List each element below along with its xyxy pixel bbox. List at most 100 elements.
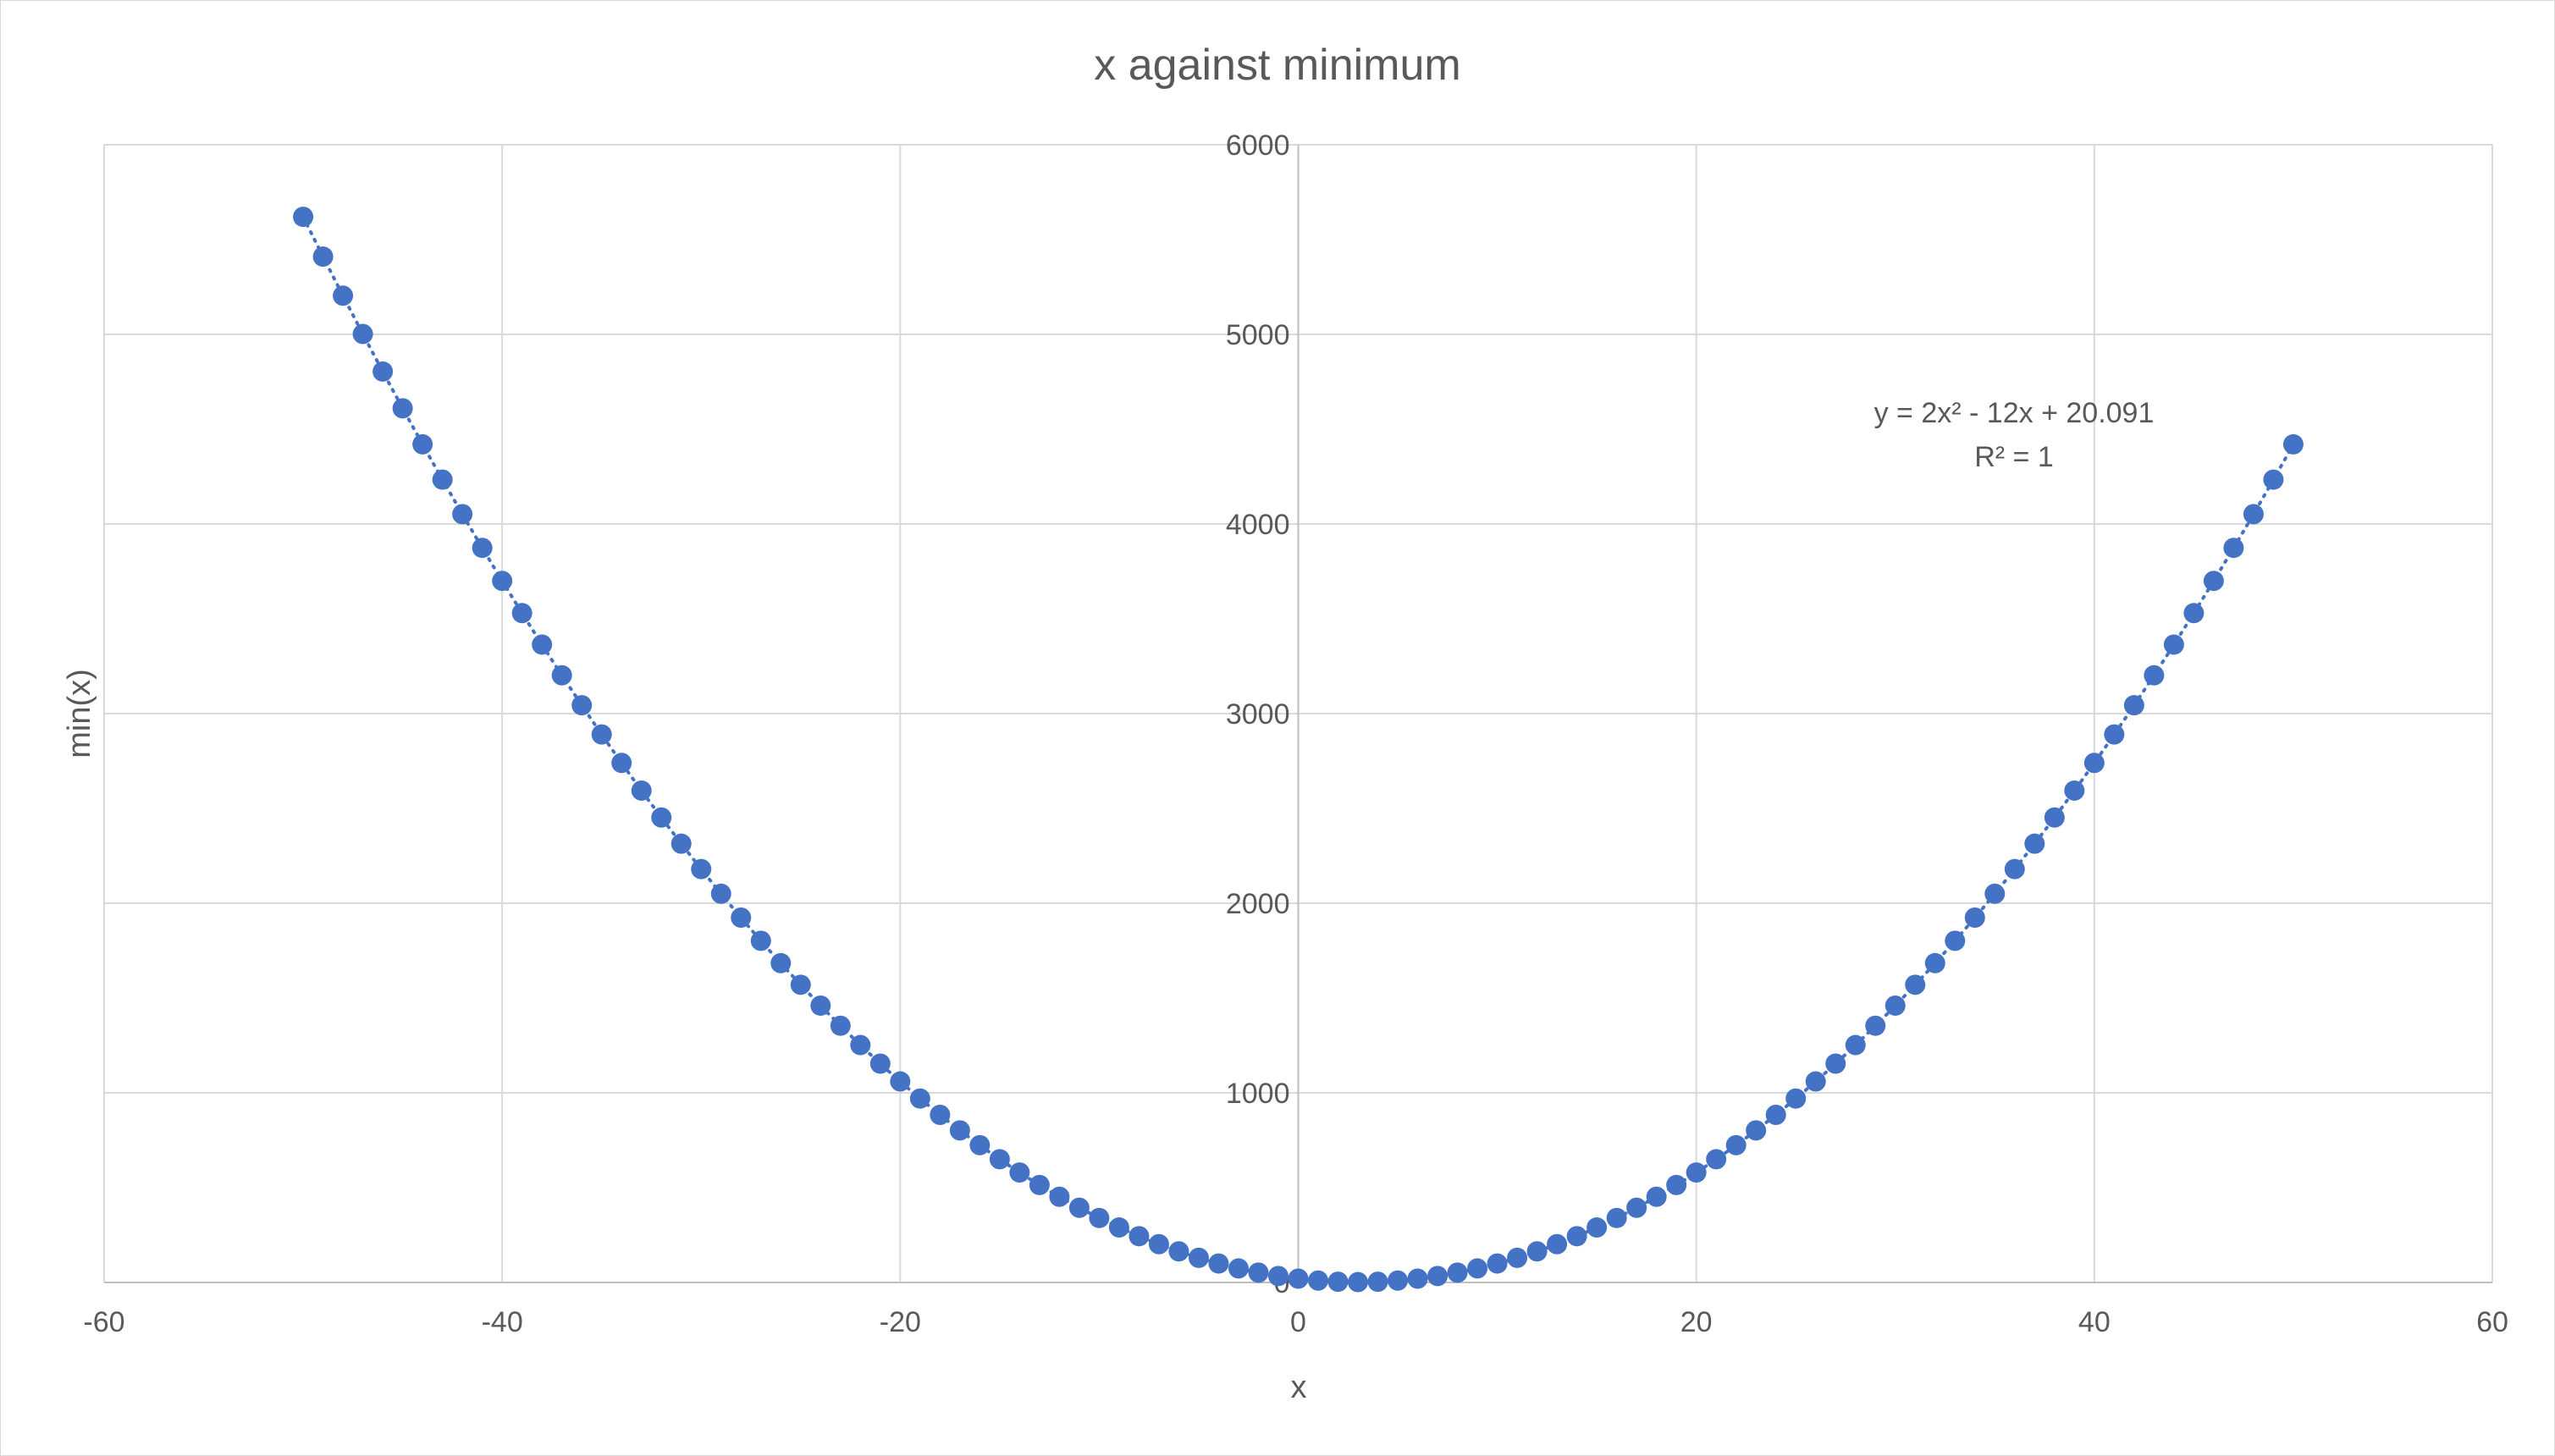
data-point xyxy=(1208,1253,1229,1274)
data-point xyxy=(2104,724,2125,745)
data-points xyxy=(293,207,2304,1293)
data-point xyxy=(1407,1268,1428,1289)
data-point xyxy=(651,807,672,828)
y-tick-label: 4000 xyxy=(1226,509,1290,541)
data-point xyxy=(1945,930,1966,951)
data-point xyxy=(2144,665,2165,686)
y-axis-title: min(x) xyxy=(62,669,97,758)
data-point xyxy=(1984,883,2006,904)
x-tick-label: 0 xyxy=(1290,1306,1306,1338)
data-point xyxy=(1009,1162,1030,1183)
data-point xyxy=(1626,1197,1647,1218)
data-point xyxy=(2282,433,2304,455)
data-point xyxy=(1865,1015,1886,1036)
data-point xyxy=(869,1053,891,1074)
data-point xyxy=(591,724,612,745)
data-point xyxy=(1885,995,1906,1016)
data-point xyxy=(293,207,314,228)
data-point xyxy=(2223,538,2244,559)
data-point xyxy=(949,1120,970,1141)
data-point xyxy=(1228,1258,1249,1279)
data-point xyxy=(1507,1247,1528,1268)
data-point xyxy=(1068,1197,1090,1218)
data-point xyxy=(670,833,692,854)
data-point xyxy=(790,974,811,995)
data-point xyxy=(511,603,533,624)
data-point xyxy=(2044,807,2065,828)
data-point xyxy=(1108,1217,1129,1238)
x-tick-label: 20 xyxy=(1680,1306,1713,1338)
data-point xyxy=(2243,504,2264,525)
data-point xyxy=(372,361,394,382)
data-point xyxy=(452,504,473,525)
data-point xyxy=(611,753,632,774)
data-point xyxy=(1447,1262,1468,1283)
data-point xyxy=(333,285,354,306)
x-tick-label: -60 xyxy=(83,1306,124,1338)
data-point xyxy=(810,995,831,1016)
data-point xyxy=(1327,1271,1349,1293)
y-tick-label: 6000 xyxy=(1226,130,1290,162)
data-point xyxy=(1148,1233,1169,1255)
data-point xyxy=(2024,833,2045,854)
data-point xyxy=(1288,1268,1309,1289)
data-point xyxy=(1587,1217,1608,1238)
data-point xyxy=(2123,695,2144,716)
data-point xyxy=(1348,1271,1369,1293)
trendline-r-squared: R² = 1 xyxy=(1974,441,2054,473)
data-point xyxy=(731,907,752,929)
data-point xyxy=(830,1015,851,1036)
data-point xyxy=(1765,1104,1786,1125)
data-point xyxy=(2064,780,2085,801)
data-point xyxy=(1467,1258,1488,1279)
data-point xyxy=(1964,907,1985,929)
data-point xyxy=(1666,1174,1687,1195)
x-tick-labels: -60 -40 -20 0 20 40 60 xyxy=(83,1306,2508,1338)
x-tick-label: -40 xyxy=(482,1306,523,1338)
data-point xyxy=(1248,1262,1269,1283)
data-point xyxy=(551,665,572,686)
data-point xyxy=(571,695,593,716)
data-point xyxy=(750,930,771,951)
data-point xyxy=(1267,1266,1289,1287)
data-point xyxy=(1825,1053,1846,1074)
data-point xyxy=(770,952,792,973)
data-point xyxy=(2263,469,2284,490)
data-point xyxy=(1566,1226,1587,1247)
data-point xyxy=(989,1149,1010,1170)
data-point xyxy=(492,571,513,592)
x-tick-label: 60 xyxy=(2476,1306,2508,1338)
x-tick-label: 40 xyxy=(2078,1306,2111,1338)
x-tick-label: -20 xyxy=(880,1306,921,1338)
y-tick-label: 2000 xyxy=(1226,888,1290,920)
data-point xyxy=(1526,1241,1548,1262)
data-point xyxy=(1427,1266,1449,1287)
data-point xyxy=(1805,1071,1826,1092)
data-point xyxy=(631,780,652,801)
chart-title: x against minimum xyxy=(1094,41,1460,90)
data-point xyxy=(1367,1271,1388,1293)
y-tick-label: 5000 xyxy=(1226,319,1290,351)
data-point xyxy=(2163,634,2184,655)
data-point xyxy=(1188,1247,1209,1268)
y-tick-label: 1000 xyxy=(1226,1078,1290,1110)
x-axis-title: x xyxy=(1291,1370,1307,1405)
data-point xyxy=(352,323,373,345)
data-point xyxy=(312,246,334,267)
data-point xyxy=(472,538,493,559)
data-point xyxy=(930,1104,951,1125)
data-point xyxy=(1388,1270,1409,1291)
data-point xyxy=(1845,1034,1866,1056)
data-point xyxy=(1029,1174,1050,1195)
data-point xyxy=(1686,1162,1707,1183)
data-point xyxy=(432,469,453,490)
data-point xyxy=(1924,952,1945,973)
data-point xyxy=(1547,1233,1568,1255)
data-point xyxy=(392,398,413,419)
data-point xyxy=(2203,571,2224,592)
y-tick-label: 3000 xyxy=(1226,698,1290,731)
data-point xyxy=(1308,1270,1329,1291)
